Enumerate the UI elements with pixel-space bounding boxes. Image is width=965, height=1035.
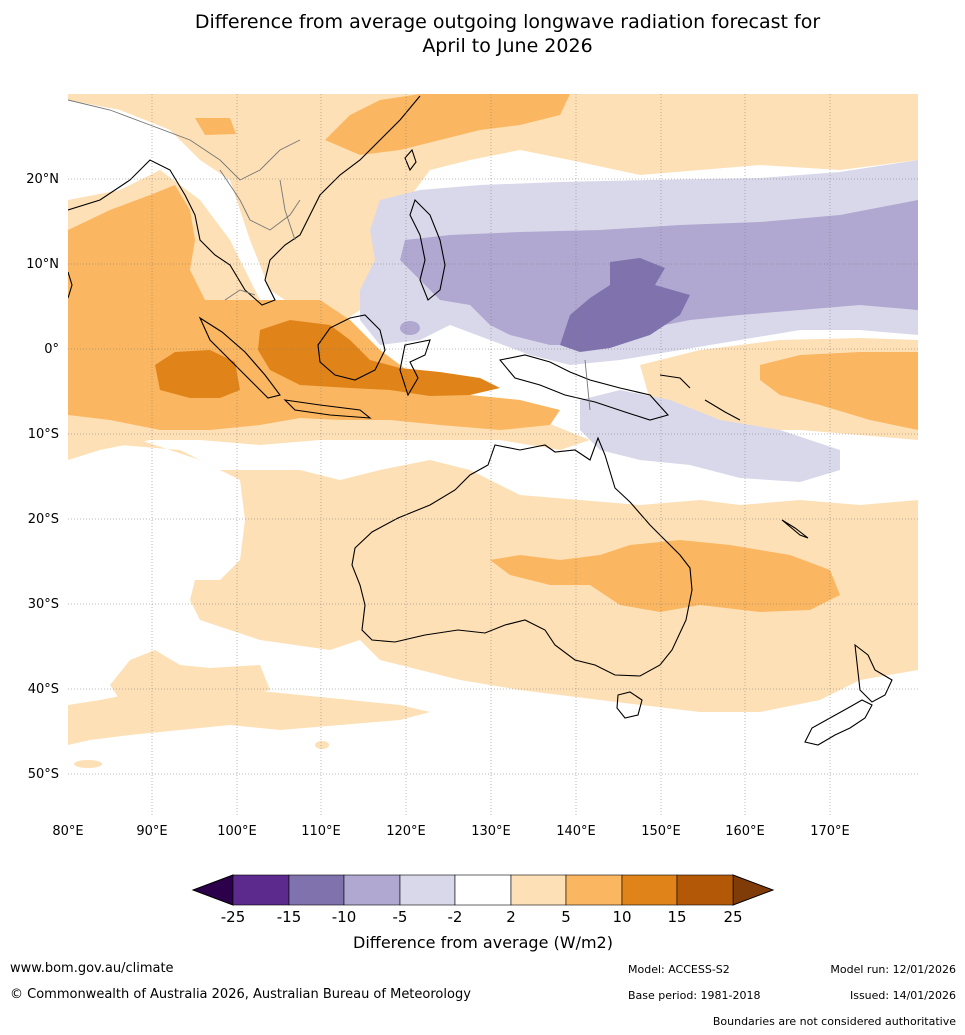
colorbar: -25 -15 -10 -5 -2 2 5 10 15 25 Differenc… [191, 874, 775, 952]
colorbar-title: Difference from average (W/m2) [353, 933, 613, 952]
lon-label: 140°E [556, 824, 596, 839]
colorbar-tick-label: -25 [221, 908, 246, 926]
colorbar-segment [288, 874, 345, 906]
lat-label: 10°S [28, 427, 59, 442]
lon-label: 120°E [386, 824, 426, 839]
lat-label: 20°S [28, 512, 59, 527]
longitude-labels: 80°E 90°E 100°E 110°E 120°E 130°E 140°E … [52, 824, 849, 839]
border-line [224, 289, 256, 301]
taiwan-coastline [404, 148, 417, 172]
border-line [279, 179, 296, 241]
colorbar-tick-label: 25 [723, 908, 742, 926]
lat-label: 0° [44, 342, 59, 357]
model-run-text: Model run: 12/01/2026 [830, 963, 956, 976]
borneo-coastline [317, 314, 386, 381]
border-line [584, 359, 591, 411]
lon-label: 80°E [52, 824, 83, 839]
anomaly-region [560, 258, 690, 352]
anomaly-positive-strong [155, 320, 500, 398]
anomaly-region [760, 352, 918, 430]
colorbar-tick-label: 2 [506, 908, 516, 926]
new-britain-coastline [659, 374, 691, 389]
issued-text: Issued: 14/01/2026 [849, 989, 956, 1002]
anomaly-region [580, 390, 840, 482]
anomaly-region [74, 760, 102, 768]
colorbar-segment [343, 874, 401, 906]
colorbar-tick-label: -2 [448, 908, 463, 926]
lat-label: 20°N [26, 172, 59, 187]
colorbar-segment [565, 874, 623, 906]
colorbar-low-extension [191, 874, 234, 906]
colorbar-tick-label: -5 [393, 908, 408, 926]
anomaly-region [325, 94, 570, 155]
australia-coastline [351, 436, 693, 677]
latitude-labels: 20°N 10°N 0° 10°S 20°S 30°S 40°S 50°S [26, 172, 59, 782]
colorbar-high-extension [732, 874, 775, 906]
anomaly-region [258, 320, 500, 396]
colorbar-segment [510, 874, 567, 906]
model-text: Model: ACCESS-S2 [628, 963, 730, 976]
sumatra-coastline [198, 316, 281, 399]
base-period-text: Base period: 1981-2018 [628, 989, 761, 1002]
chart-title: Difference from average outgoing longwav… [0, 10, 965, 58]
solomon-islands-coastline [704, 399, 741, 421]
colorbar-segment [399, 874, 456, 906]
copyright-text: © Commonwealth of Australia 2026, Austra… [10, 987, 471, 1002]
title-line-1: Difference from average outgoing longwav… [194, 11, 821, 33]
lon-label: 90°E [136, 824, 167, 839]
sulawesi-coastline [399, 339, 431, 397]
lon-label: 160°E [725, 824, 765, 839]
anomaly-region [68, 430, 918, 712]
anomaly-negative-strong [560, 258, 690, 352]
graticule [68, 94, 918, 816]
title-line-2: April to June 2026 [422, 35, 593, 57]
website-link[interactable]: www.bom.gov.au/climate [10, 961, 174, 976]
colorbar-tick-label: 15 [667, 908, 686, 926]
philippines-coastline [409, 198, 446, 301]
colorbar-segment [621, 874, 678, 906]
new-guinea-coastline [498, 354, 670, 421]
anomaly-region [195, 118, 236, 135]
lon-label: 150°E [641, 824, 681, 839]
tasmania-coastline [616, 691, 643, 719]
colorbar-segment [676, 874, 734, 906]
sri-lanka-coastline [68, 271, 73, 299]
anomaly-region [155, 350, 240, 398]
lon-label: 100°E [217, 824, 257, 839]
lat-label: 50°S [28, 767, 59, 782]
map-area [68, 94, 918, 816]
mainland-asia-coastline [68, 95, 421, 306]
java-coastline [283, 399, 372, 419]
colorbar-tick-label: 10 [612, 908, 631, 926]
colorbar-tick-label: 5 [561, 908, 571, 926]
country-borders [68, 99, 591, 411]
lon-label: 170°E [810, 824, 850, 839]
new-caledonia-coastline [781, 519, 809, 539]
lat-label: 10°N [26, 257, 59, 272]
anomaly-region [400, 321, 420, 335]
colorbar-segment [454, 874, 512, 906]
new-zealand-south-coastline [804, 699, 873, 746]
anomaly-region [490, 540, 840, 612]
lon-label: 110°E [301, 824, 341, 839]
anomaly-region [68, 94, 918, 330]
border-line [219, 169, 301, 231]
border-line [68, 99, 301, 181]
new-zealand-north-coastline [854, 643, 893, 703]
anomaly-region [315, 741, 329, 749]
colorbar-segment [232, 874, 290, 906]
colorbar-tick-label: -10 [332, 908, 357, 926]
anomaly-region [110, 650, 270, 700]
coastlines [68, 95, 893, 746]
colorbar-tick-label: -15 [277, 908, 302, 926]
boundaries-note: Boundaries are not considered authoritat… [712, 1015, 956, 1028]
lat-label: 40°S [28, 682, 59, 697]
lon-label: 130°E [471, 824, 511, 839]
lat-label: 30°S [28, 597, 59, 612]
